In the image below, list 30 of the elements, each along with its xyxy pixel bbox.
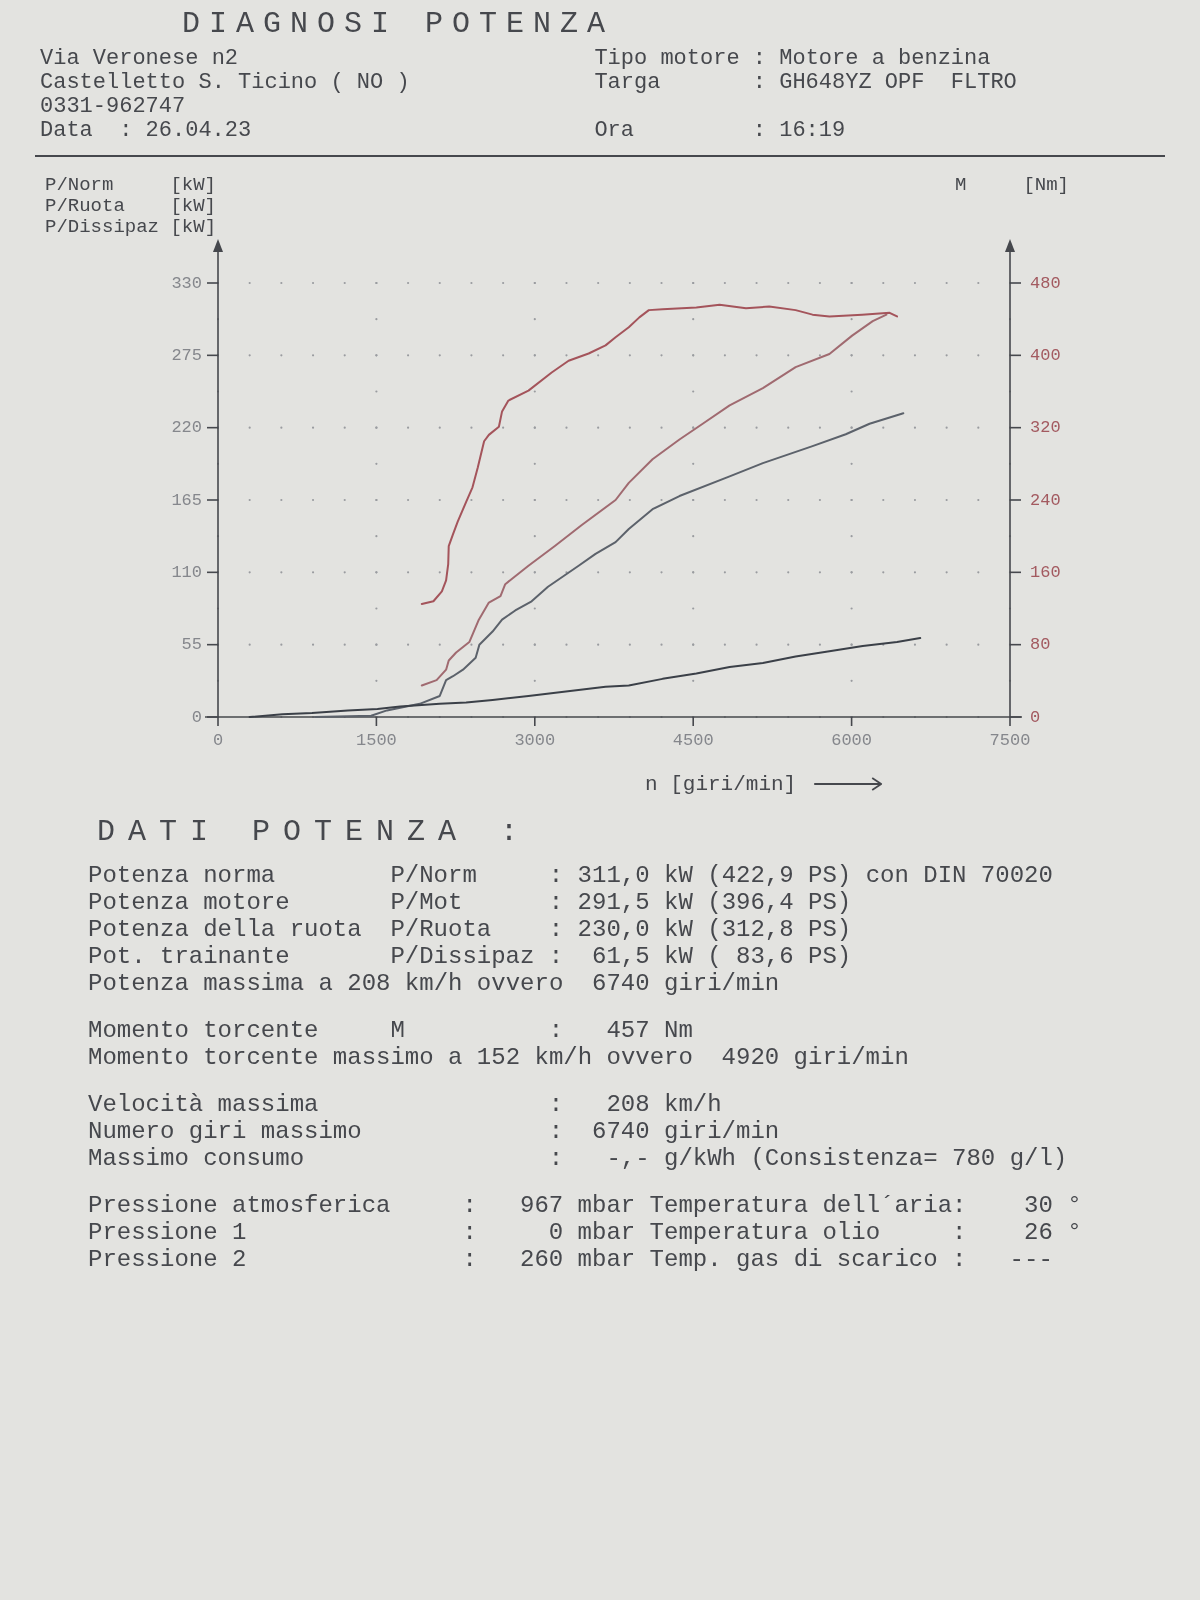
y2-tick-label: 400 [1030, 345, 1061, 365]
x-tick-label: 6000 [831, 731, 873, 750]
text: Momento torcente M : 457 Nm Momento torcente massimo a 152 km/h ovvero 4920 giri/min [88, 1017, 909, 1071]
text: Via Veronese n2 Tipo motore : Motore a benzina Castelletto S. Ticino ( NO ) Targa : GH648YZ OPF FLTRO 0331-962747 Data : 26.04.23 Ora : 16:19 [40, 46, 1017, 143]
y2-tick-label: 160 [1030, 562, 1061, 582]
text: DATI POTENZA : [97, 815, 532, 849]
y-tick-label: 55 [181, 635, 202, 655]
y-tick-label: 165 [171, 490, 202, 510]
y-tick-label: 0 [191, 707, 202, 727]
text: Pressione atmosferica : 967 mbar Temperatura dell´aria: 30 ° Pressione 1 : 0 mbar Temperatura olio : 26 ° Pressione 2 : 260 mbar Temp. gas di scarico : --- [88, 1192, 1082, 1273]
text: Potenza norma P/Norm : 311,0 kW (422,9 PS) con DIN 70020 Potenza motore P/Mot : 291,5 kW (396,4 PS) Potenza della ruota P/Ruota : 230,0 kW (312,8 PS) Pot. trainante P/Dissipaz : 61,5 kW ( 83,6 PS) Potenza massima a 208 km/h ovvero 6740 giri/min [88, 862, 1053, 997]
x-axis-title: n [giri/min] [645, 773, 797, 796]
x-tick-label: 4500 [672, 731, 714, 750]
chart-title: DIAGNOSI POTENZA [182, 7, 615, 41]
y2-tick-label: 80 [1030, 635, 1051, 655]
y-tick-label: 275 [171, 345, 202, 365]
x-tick-label: 3000 [514, 731, 556, 750]
y2-tick-label: 320 [1030, 418, 1061, 438]
x-tick-label: 1500 [355, 731, 397, 750]
y-tick-label: 330 [171, 273, 202, 293]
text: M [Nm] [955, 174, 1070, 196]
text: P/Norm [kW] P/Ruota [kW] P/Dissipaz [kW] [45, 174, 217, 238]
y-tick-label: 110 [171, 562, 202, 582]
y2-tick-label: 240 [1030, 490, 1061, 510]
text: Velocità massima : 208 km/h Numero giri massimo : 6740 giri/min Massimo consumo : -,- g/kWh (Consistenza= 780 g/l) [88, 1091, 1068, 1172]
x-tick-label: 0 [212, 731, 224, 750]
y-tick-label: 220 [171, 418, 202, 438]
y2-tick-label: 480 [1030, 273, 1061, 293]
y2-tick-label: 0 [1030, 707, 1041, 727]
x-tick-label: 7500 [989, 731, 1031, 750]
